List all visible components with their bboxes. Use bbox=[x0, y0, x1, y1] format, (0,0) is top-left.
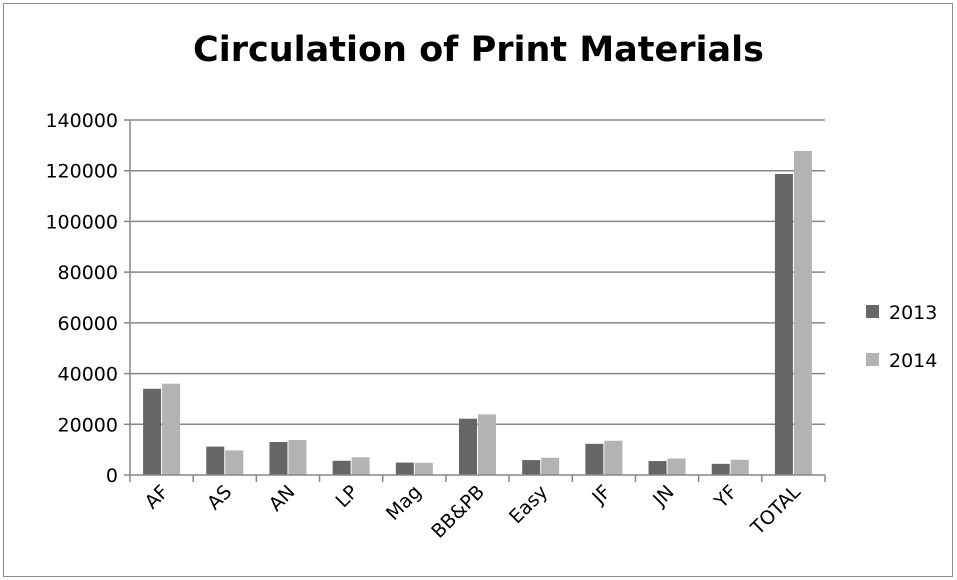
bar-2014-AF bbox=[162, 383, 181, 475]
y-tick-label: 60000 bbox=[58, 313, 118, 335]
x-tick-label: LP bbox=[332, 481, 363, 512]
bar-2014-TOTAL bbox=[793, 150, 812, 475]
legend-label: 2014 bbox=[889, 350, 937, 372]
bar-2013-TOTAL bbox=[774, 174, 793, 475]
bar-2014-JF bbox=[604, 440, 623, 475]
bar-2013-AS bbox=[206, 446, 225, 475]
y-tick-label: 120000 bbox=[45, 161, 118, 183]
x-tick-label: TOTAL bbox=[746, 481, 805, 540]
bar-2013-Easy bbox=[522, 460, 541, 475]
y-tick-label: 20000 bbox=[58, 414, 118, 436]
x-tick-label: YF bbox=[710, 481, 742, 513]
x-tick-label: AS bbox=[203, 481, 236, 514]
bars bbox=[143, 150, 812, 475]
bar-2014-Mag bbox=[414, 462, 433, 475]
y-tick-label: 140000 bbox=[45, 110, 118, 132]
bar-2014-AN bbox=[288, 440, 307, 475]
axes bbox=[129, 120, 826, 482]
bar-2014-BB&PB bbox=[478, 414, 496, 475]
bar-2014-YF bbox=[730, 459, 749, 475]
bar-2013-Mag bbox=[395, 462, 414, 475]
y-tick-label: 80000 bbox=[58, 262, 118, 284]
bar-2014-LP bbox=[351, 457, 370, 475]
legend-swatch-2014 bbox=[866, 353, 879, 366]
bar-2013-JN bbox=[648, 461, 667, 475]
x-tick-label: JN bbox=[648, 481, 678, 511]
bar-2013-AF bbox=[143, 388, 162, 475]
x-tick-label: Mag bbox=[382, 481, 426, 525]
x-tick-label: AF bbox=[141, 481, 173, 513]
bar-2014-Easy bbox=[541, 457, 560, 475]
x-tick-label: JF bbox=[587, 481, 615, 509]
chart-title: Circulation of Print Materials bbox=[193, 30, 764, 70]
legend-label: 2013 bbox=[889, 302, 937, 324]
bar-2014-AS bbox=[225, 450, 244, 475]
bar-2013-LP bbox=[332, 460, 351, 475]
bar-2013-AN bbox=[269, 442, 288, 475]
y-tick-label: 40000 bbox=[58, 364, 118, 386]
y-tick-label: 0 bbox=[106, 465, 118, 487]
y-tick-label: 100000 bbox=[45, 211, 118, 233]
x-tick-labels: AF AS AN LP Mag BB&PB Easy JF JN YF TOTAL bbox=[141, 481, 806, 543]
bar-2013-YF bbox=[711, 463, 730, 475]
gridlines bbox=[124, 119, 825, 476]
bar-2013-JF bbox=[585, 443, 604, 475]
y-tick-labels: 0 20000 40000 60000 80000 100000 120000 140000 bbox=[45, 110, 118, 487]
bar-2013-BB&PB bbox=[459, 418, 477, 475]
x-tick-label: BB&PB bbox=[427, 481, 489, 543]
bar-2014-JN bbox=[667, 458, 686, 475]
x-tick-label: Easy bbox=[505, 481, 552, 528]
x-tick-label: AN bbox=[265, 481, 300, 516]
legend: 2013 2014 bbox=[866, 302, 937, 372]
legend-swatch-2013 bbox=[866, 305, 879, 318]
